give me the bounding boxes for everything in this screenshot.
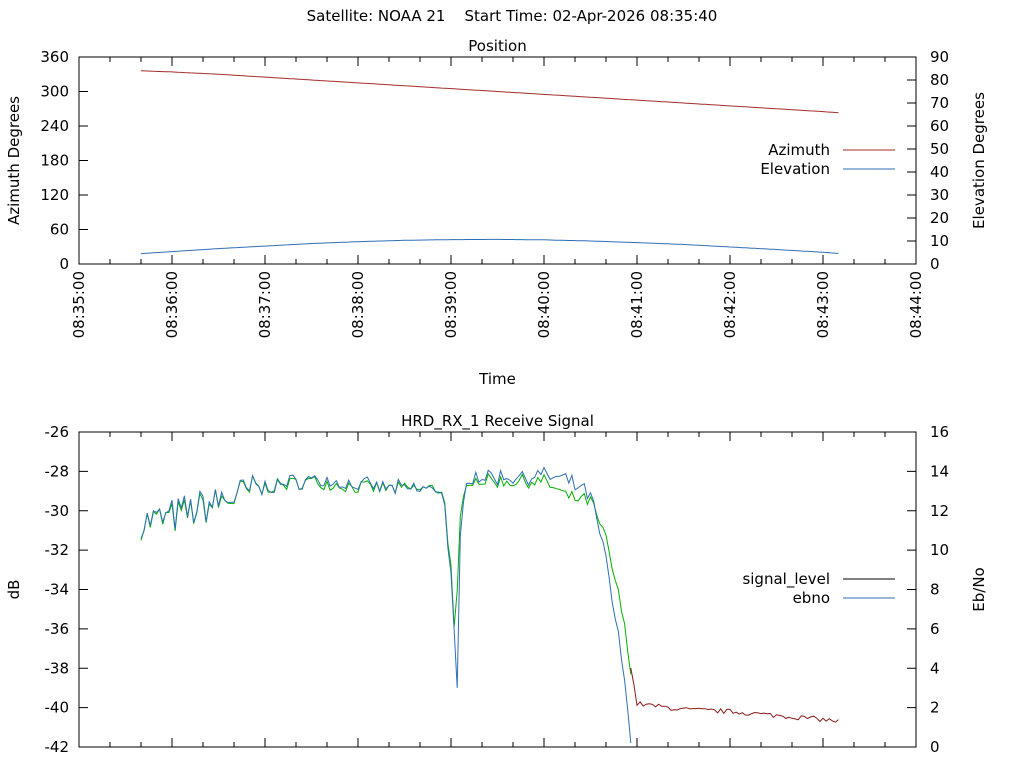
y-tick-label: -38 — [45, 659, 70, 677]
y-tick-label: 360 — [40, 48, 69, 66]
y-axis-label: dB — [5, 580, 23, 600]
chart-title: HRD_RX_1 Receive Signal — [401, 412, 594, 431]
y-tick-label: 240 — [40, 117, 69, 135]
y-tick-label: 300 — [40, 83, 69, 101]
series-line-signal-level — [140, 472, 632, 675]
y2-tick-label: 70 — [930, 94, 949, 112]
y-tick-label: 120 — [40, 186, 69, 204]
y2-tick-label: 0 — [930, 255, 940, 273]
x-tick-label: 08:42:00 — [721, 271, 739, 338]
y-tick-label: -26 — [45, 423, 70, 441]
y2-tick-label: 90 — [930, 48, 949, 66]
y2-tick-label: 2 — [930, 699, 940, 717]
y2-axis-label: Eb/No — [970, 567, 988, 611]
y2-tick-label: 8 — [930, 581, 940, 599]
y2-tick-label: 40 — [930, 163, 949, 181]
y-axis-label: Azimuth Degrees — [5, 96, 23, 225]
y-tick-label: -32 — [45, 541, 70, 559]
x-tick-label: 08:44:00 — [907, 271, 925, 338]
y-tick-label: -34 — [45, 581, 70, 599]
x-tick-label: 08:41:00 — [628, 271, 646, 338]
y2-tick-label: 50 — [930, 140, 949, 158]
chart-title: Position — [468, 37, 526, 55]
y2-axis-label: Elevation Degrees — [970, 92, 988, 229]
x-tick-label: 08:36:00 — [163, 271, 181, 338]
y-tick-label: -36 — [45, 620, 70, 638]
legend-label: Elevation — [760, 160, 830, 178]
y2-tick-label: 14 — [930, 462, 949, 480]
y-tick-label: -40 — [45, 699, 70, 717]
y2-tick-label: 80 — [930, 71, 949, 89]
series-line-signal-level-tail — [630, 667, 839, 723]
y2-tick-label: 12 — [930, 502, 949, 520]
y2-tick-label: 4 — [930, 659, 940, 677]
legend-label: signal_level — [742, 570, 830, 589]
y2-tick-label: 20 — [930, 209, 949, 227]
x-tick-label: 08:43:00 — [814, 271, 832, 338]
y-tick-label: 60 — [50, 221, 69, 239]
y2-tick-label: 0 — [930, 738, 940, 756]
x-tick-label: 08:35:00 — [70, 271, 88, 338]
plot-frame — [78, 431, 917, 748]
y-tick-label: 0 — [59, 255, 69, 273]
x-tick-label: 08:39:00 — [442, 271, 460, 338]
x-axis-label: Time — [478, 370, 516, 388]
y2-tick-label: 10 — [930, 541, 949, 559]
y-tick-label: -30 — [45, 502, 70, 520]
x-tick-label: 08:38:00 — [349, 271, 367, 338]
y2-tick-label: 16 — [930, 423, 949, 441]
legend-label: ebno — [793, 589, 830, 607]
y2-tick-label: 10 — [930, 232, 949, 250]
series-line-azimuth — [140, 70, 839, 114]
y-tick-label: -28 — [45, 462, 70, 480]
x-tick-label: 08:40:00 — [535, 271, 553, 338]
y-tick-label: 180 — [40, 152, 69, 170]
y2-tick-label: 30 — [930, 186, 949, 204]
y2-tick-label: 60 — [930, 117, 949, 135]
x-tick-label: 08:37:00 — [256, 271, 274, 338]
series-line-ebno — [140, 466, 632, 744]
y2-tick-label: 6 — [930, 620, 940, 638]
legend-label: Azimuth — [768, 141, 830, 159]
y-tick-label: -42 — [45, 738, 70, 756]
series-line-elevation — [140, 238, 839, 255]
page-title: Satellite: NOAA 21 Start Time: 02-Apr-20… — [306, 7, 718, 25]
